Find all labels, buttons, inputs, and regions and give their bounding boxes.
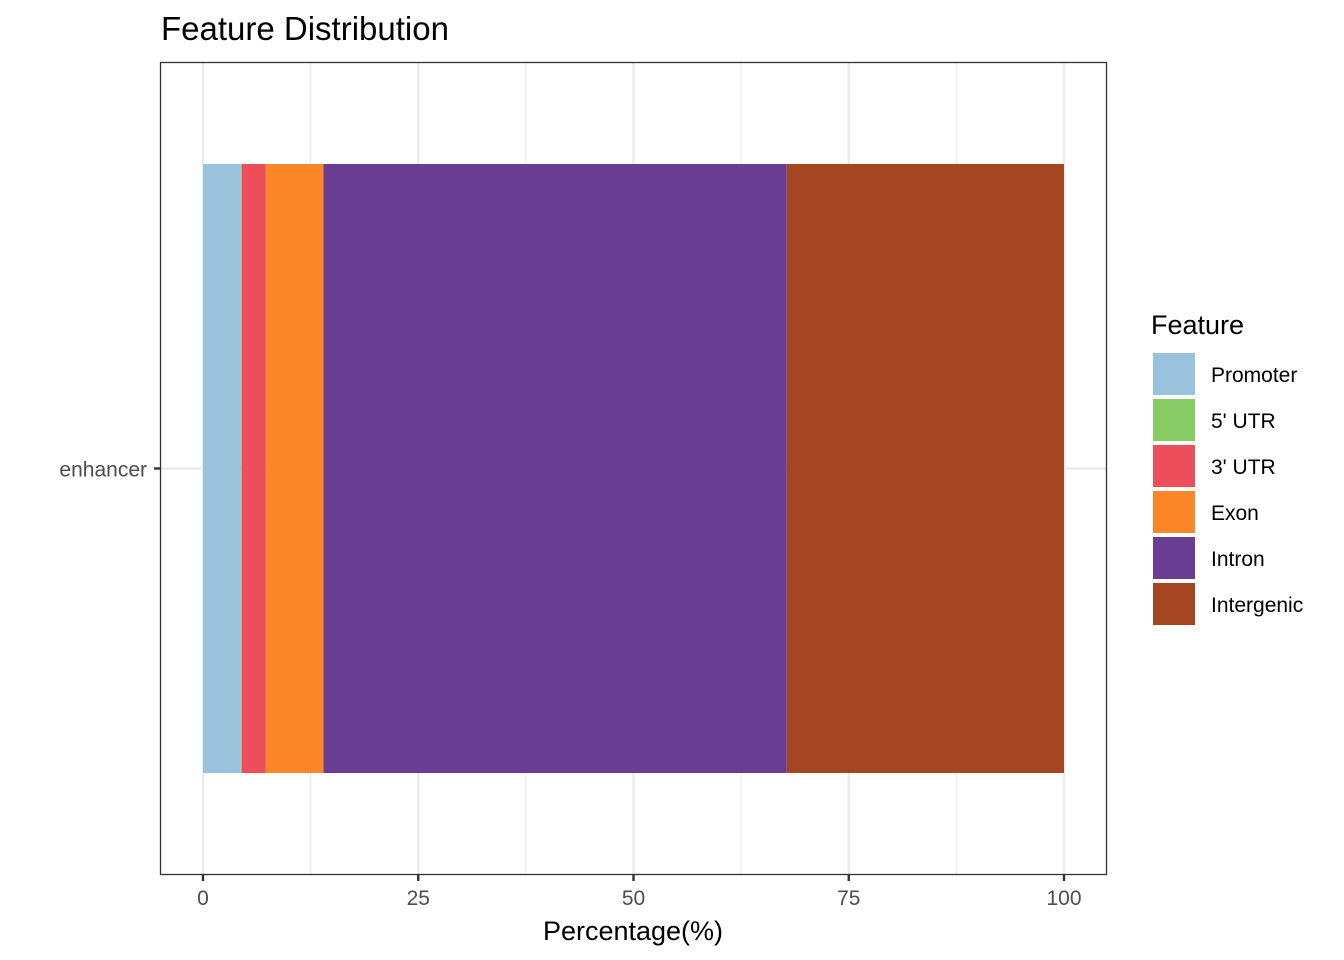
legend-label: 5' UTR [1211,410,1276,433]
legend-key [1153,583,1195,625]
bar-segment-3-utr [241,164,266,773]
legend-label: Exon [1211,502,1259,525]
y-axis: enhancer [59,459,161,482]
bar-segment-5-utr [240,164,242,773]
bar-segment-intergenic [786,164,1064,773]
legend-key [1153,537,1195,579]
legend-label: Intergenic [1211,594,1303,617]
legend-title: Feature [1151,310,1244,340]
legend-key [1153,445,1195,487]
x-tick-label: 75 [837,887,860,910]
legend-key [1153,491,1195,533]
x-tick-label: 50 [622,887,645,910]
chart-title: Feature Distribution [161,10,449,47]
legend-key [1153,353,1195,395]
legend-label: 3' UTR [1211,456,1276,479]
x-tick-label: 25 [407,887,430,910]
x-axis: 0 25 50 75 100 [197,874,1082,910]
x-axis-title: Percentage(%) [543,916,723,946]
legend-key [1153,399,1195,441]
legend-label: Promoter [1211,364,1297,387]
bar-segment-exon [265,164,324,773]
y-tick-label: enhancer [59,459,147,482]
stacked-bar [203,164,1064,773]
legend: Feature Promoter 5' UTR 3' UTR Exon Intron In… [1151,310,1303,625]
legend-label: Intron [1211,548,1265,571]
bar-segment-intron [323,164,787,773]
bar-segment-promoter [203,164,241,773]
x-tick-label: 0 [197,887,209,910]
x-tick-label: 100 [1046,887,1081,910]
